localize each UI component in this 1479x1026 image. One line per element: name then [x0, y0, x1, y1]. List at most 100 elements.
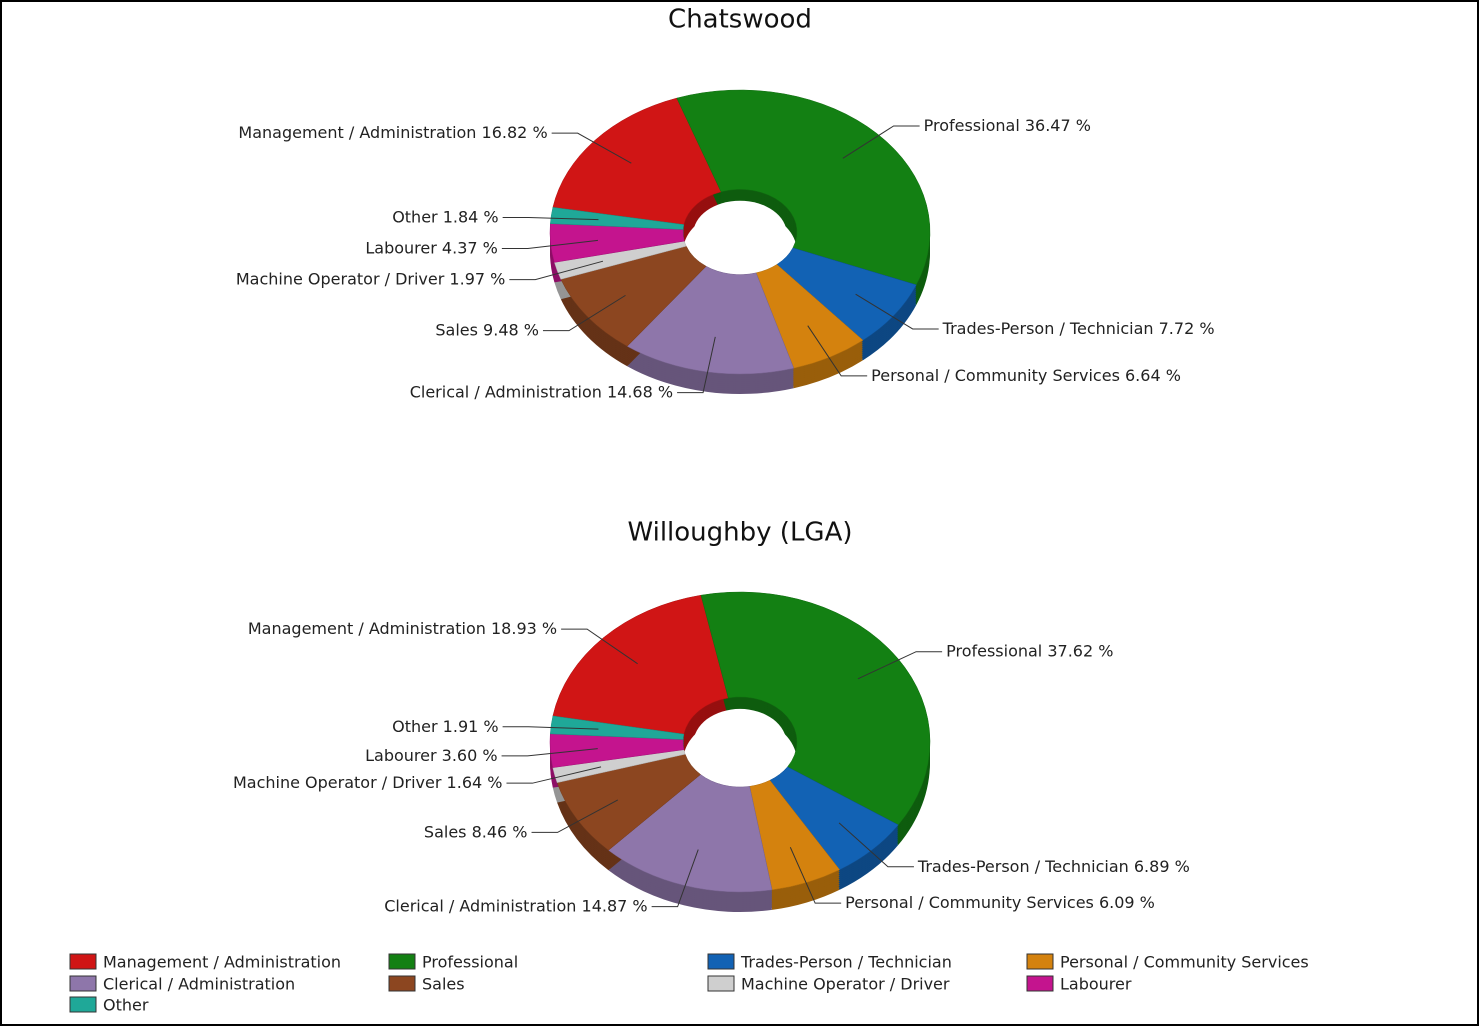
legend-label: Clerical / Administration: [103, 975, 295, 994]
leader-line: [857, 651, 943, 680]
data-label-value: 8.46 %: [472, 822, 528, 841]
data-label-name: Trades-Person / Technician: [942, 318, 1154, 337]
leader-line: [509, 260, 604, 281]
legend-label: Trades-Person / Technician: [740, 953, 952, 972]
data-label: Management / Administration 16.82 %: [238, 123, 547, 142]
slice: [552, 594, 729, 735]
leader-line: [651, 849, 699, 908]
legend-swatch: [69, 996, 97, 1013]
legend-label: Management / Administration: [103, 953, 341, 972]
leader-line: [842, 125, 920, 159]
data-label-name: Trades-Person / Technician: [917, 856, 1129, 875]
data-label-name: Clerical / Administration: [410, 382, 602, 401]
leader-line: [807, 325, 868, 377]
hole: [693, 708, 787, 780]
data-label: Other 1.91 %: [392, 716, 498, 735]
chart-title: Willoughby (LGA): [627, 518, 852, 548]
data-label: Clerical / Administration 14.87 %: [384, 896, 647, 915]
leader-line: [561, 628, 638, 665]
legend-label: Sales: [422, 975, 465, 994]
data-label-value: 14.68 %: [607, 382, 673, 401]
data-label: Machine Operator / Driver 1.64 %: [233, 773, 502, 792]
data-label-value: 37.62 %: [1047, 641, 1113, 660]
data-label-name: Sales: [435, 320, 478, 339]
data-label: Labourer 3.60 %: [365, 745, 497, 764]
data-label-value: 3.60 %: [442, 745, 498, 764]
data-label-name: Other: [392, 716, 438, 735]
leader-line: [677, 336, 716, 394]
slice: [700, 591, 931, 826]
data-label-name: Personal / Community Services: [871, 365, 1120, 384]
legend-label: Other: [103, 996, 149, 1015]
slice: [676, 89, 931, 286]
data-label-name: Machine Operator / Driver: [233, 773, 442, 792]
data-label: Personal / Community Services 6.09 %: [845, 893, 1155, 912]
data-label-name: Labourer: [365, 238, 437, 257]
leader-line: [542, 294, 626, 332]
legend-label: Labourer: [1060, 975, 1132, 994]
leader-line: [838, 822, 914, 868]
legend-swatch: [707, 953, 735, 970]
data-label-value: 1.64 %: [447, 773, 503, 792]
leader-line: [506, 766, 602, 784]
data-label: Trades-Person / Technician 7.72 %: [942, 318, 1215, 337]
legend-label: Machine Operator / Driver: [741, 975, 950, 994]
data-label: Professional 36.47 %: [924, 115, 1091, 134]
data-label-value: 14.87 %: [582, 896, 648, 915]
leader-line: [789, 847, 842, 904]
data-label-value: 9.48 %: [483, 320, 539, 339]
data-label-name: Labourer: [365, 745, 437, 764]
data-label: Professional 37.62 %: [946, 641, 1113, 660]
data-label-name: Personal / Community Services: [845, 893, 1094, 912]
data-label-value: 18.93 %: [491, 619, 557, 638]
legend-label: Professional: [422, 953, 518, 972]
data-label-name: Machine Operator / Driver: [236, 269, 445, 288]
data-label-value: 36.47 %: [1025, 115, 1091, 134]
data-label-value: 6.89 %: [1134, 856, 1190, 875]
data-label: Other 1.84 %: [392, 207, 498, 226]
leader-line: [855, 293, 939, 330]
hole: [693, 200, 787, 268]
legend-swatch: [1026, 975, 1054, 992]
slice: [626, 265, 795, 375]
leader-line: [531, 799, 619, 833]
legend-swatch: [69, 953, 97, 970]
legend-label: Personal / Community Services: [1060, 953, 1309, 972]
data-label-name: Sales: [424, 822, 467, 841]
data-label-value: 7.72 %: [1159, 318, 1215, 337]
leader-line: [501, 239, 598, 249]
leader-line: [502, 216, 599, 221]
data-label-name: Other: [392, 207, 438, 226]
data-label: Clerical / Administration 14.68 %: [410, 382, 673, 401]
data-label: Trades-Person / Technician 6.89 %: [917, 856, 1190, 875]
data-label-value: 1.91 %: [443, 716, 499, 735]
data-label-value: 6.64 %: [1125, 365, 1181, 384]
legend-swatch: [69, 975, 97, 992]
data-label: Labourer 4.37 %: [365, 238, 497, 257]
data-label: Management / Administration 18.93 %: [248, 619, 557, 638]
legend-swatch: [388, 975, 416, 992]
leader-line: [502, 726, 599, 730]
data-label-name: Clerical / Administration: [384, 896, 576, 915]
legend-swatch: [1026, 953, 1054, 970]
legend-swatch: [707, 975, 735, 992]
data-label-name: Professional: [924, 115, 1020, 134]
chart-title: Chatswood: [668, 5, 812, 35]
data-label-value: 1.97 %: [449, 269, 505, 288]
slice: [552, 97, 722, 225]
data-label-name: Management / Administration: [248, 619, 486, 638]
data-label-value: 4.37 %: [442, 238, 498, 257]
data-label: Sales 8.46 %: [424, 822, 528, 841]
leader-line: [501, 748, 598, 757]
leader-line: [551, 132, 632, 164]
data-label-value: 1.84 %: [443, 207, 499, 226]
data-label-value: 6.09 %: [1099, 893, 1155, 912]
data-label-name: Management / Administration: [238, 123, 476, 142]
data-label: Sales 9.48 %: [435, 320, 539, 339]
legend-swatch: [388, 953, 416, 970]
data-label: Personal / Community Services 6.64 %: [871, 365, 1181, 384]
data-label-value: 16.82 %: [482, 123, 548, 142]
data-label-name: Professional: [946, 641, 1042, 660]
